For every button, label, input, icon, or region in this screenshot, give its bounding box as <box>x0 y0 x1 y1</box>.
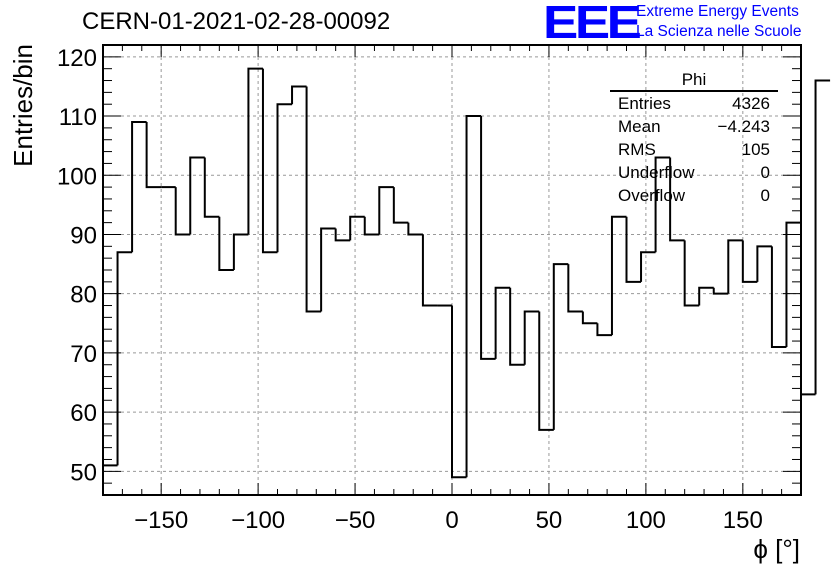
y-tick-label: 70 <box>70 341 97 368</box>
x-tick-label: −150 <box>134 507 188 534</box>
tick-labels: −150 −100 −50 0 50 100 150 50 60 70 80 90 100 110 120 <box>57 45 763 534</box>
histogram-bin <box>669 157 685 242</box>
histogram-bin <box>116 251 133 466</box>
histogram-bin <box>276 103 293 253</box>
histogram-bin <box>247 67 263 235</box>
stats-value: 0 <box>760 186 770 205</box>
histogram-bin <box>494 286 511 359</box>
histogram-bin <box>305 86 322 313</box>
histogram-bin <box>683 240 700 307</box>
histogram-bin <box>770 246 787 348</box>
histogram-bin <box>581 311 598 325</box>
histogram-bin <box>189 156 205 235</box>
histogram-bin <box>261 68 278 254</box>
stats-row-overflow: Overflow 0 <box>610 184 778 207</box>
histogram-bin <box>334 228 351 242</box>
stats-label: RMS <box>618 140 656 159</box>
histogram-bin <box>567 264 583 313</box>
histogram-bin <box>145 121 162 189</box>
histogram-bin <box>451 305 467 479</box>
histogram-bin <box>203 157 220 218</box>
stats-row-underflow: Underflow 0 <box>610 161 778 184</box>
stats-row-rms: RMS 105 <box>610 138 778 161</box>
y-tick-label: 80 <box>70 282 97 309</box>
y-tick-label: 100 <box>57 163 97 190</box>
histogram-bin <box>363 216 380 236</box>
histogram-bin <box>378 186 394 235</box>
histogram-bin <box>654 156 671 253</box>
stats-label: Overflow <box>618 186 686 205</box>
x-tick-label: 150 <box>723 507 763 534</box>
eee-logo: EEE <box>543 0 642 48</box>
stats-row-entries: Entries 4326 <box>610 92 778 115</box>
histogram-bin <box>465 115 482 478</box>
x-tick-label: −50 <box>335 507 376 534</box>
histogram-bin <box>232 233 249 270</box>
histogram-bin <box>814 79 831 395</box>
run-title: CERN-01-2021-02-28-00092 <box>82 8 391 35</box>
y-tick-label: 110 <box>59 104 97 131</box>
stats-row-mean: Mean −4.243 <box>610 115 778 138</box>
histogram-bin <box>712 287 729 295</box>
histogram-bin <box>800 222 816 396</box>
logo-tagline-2: La Scienza nelle Scuole <box>636 23 802 40</box>
stats-value: 4326 <box>732 94 770 113</box>
histogram-bin <box>174 187 191 236</box>
y-tick-label: 50 <box>70 459 97 486</box>
histogram-bin <box>756 245 772 282</box>
stats-label: Entries <box>618 94 671 113</box>
histogram-bin <box>407 222 423 236</box>
histogram-bin <box>421 234 438 307</box>
histogram-bin <box>131 120 147 253</box>
histogram-bin <box>698 286 714 306</box>
histogram-bin <box>349 215 365 241</box>
stats-value: 0 <box>760 163 770 182</box>
stats-label: Underflow <box>618 163 695 182</box>
stats-value: −4.243 <box>717 117 770 136</box>
histogram-bin <box>552 263 569 430</box>
y-axis-label: Entries/bin <box>8 44 38 167</box>
stats-title: Phi <box>610 70 778 92</box>
x-axis-label: ϕ [°] <box>753 534 800 564</box>
histogram-bin <box>538 311 554 431</box>
y-tick-label: 60 <box>70 400 97 427</box>
x-tick-label: 50 <box>536 507 563 534</box>
stats-box: Phi Entries 4326 Mean −4.243 RMS 105 Und… <box>610 70 778 207</box>
stats-value: 105 <box>741 140 770 159</box>
y-tick-label: 90 <box>70 222 97 249</box>
y-tick-label: 120 <box>57 45 97 72</box>
histogram-bin <box>523 310 540 365</box>
x-tick-label: 100 <box>626 507 666 534</box>
histogram-bin <box>509 287 525 366</box>
x-tick-label: 0 <box>445 507 458 534</box>
x-tick-label: −100 <box>231 507 285 534</box>
histogram-bin <box>610 215 627 336</box>
histogram-bin <box>640 251 656 282</box>
histogram-bin <box>480 116 496 360</box>
histogram-bin <box>625 216 642 283</box>
histogram-bin <box>596 323 612 337</box>
histogram-bin <box>741 240 758 283</box>
histogram-bin <box>392 187 409 224</box>
histogram-bin <box>785 221 801 347</box>
histogram-bin <box>218 216 234 271</box>
histogram-bin <box>291 85 307 105</box>
stats-label: Mean <box>618 117 661 136</box>
histogram-bin <box>320 227 336 312</box>
logo-tagline-1: Extreme Energy Events <box>636 3 799 20</box>
histogram-bin <box>727 239 743 294</box>
axis-ticks <box>102 44 802 496</box>
